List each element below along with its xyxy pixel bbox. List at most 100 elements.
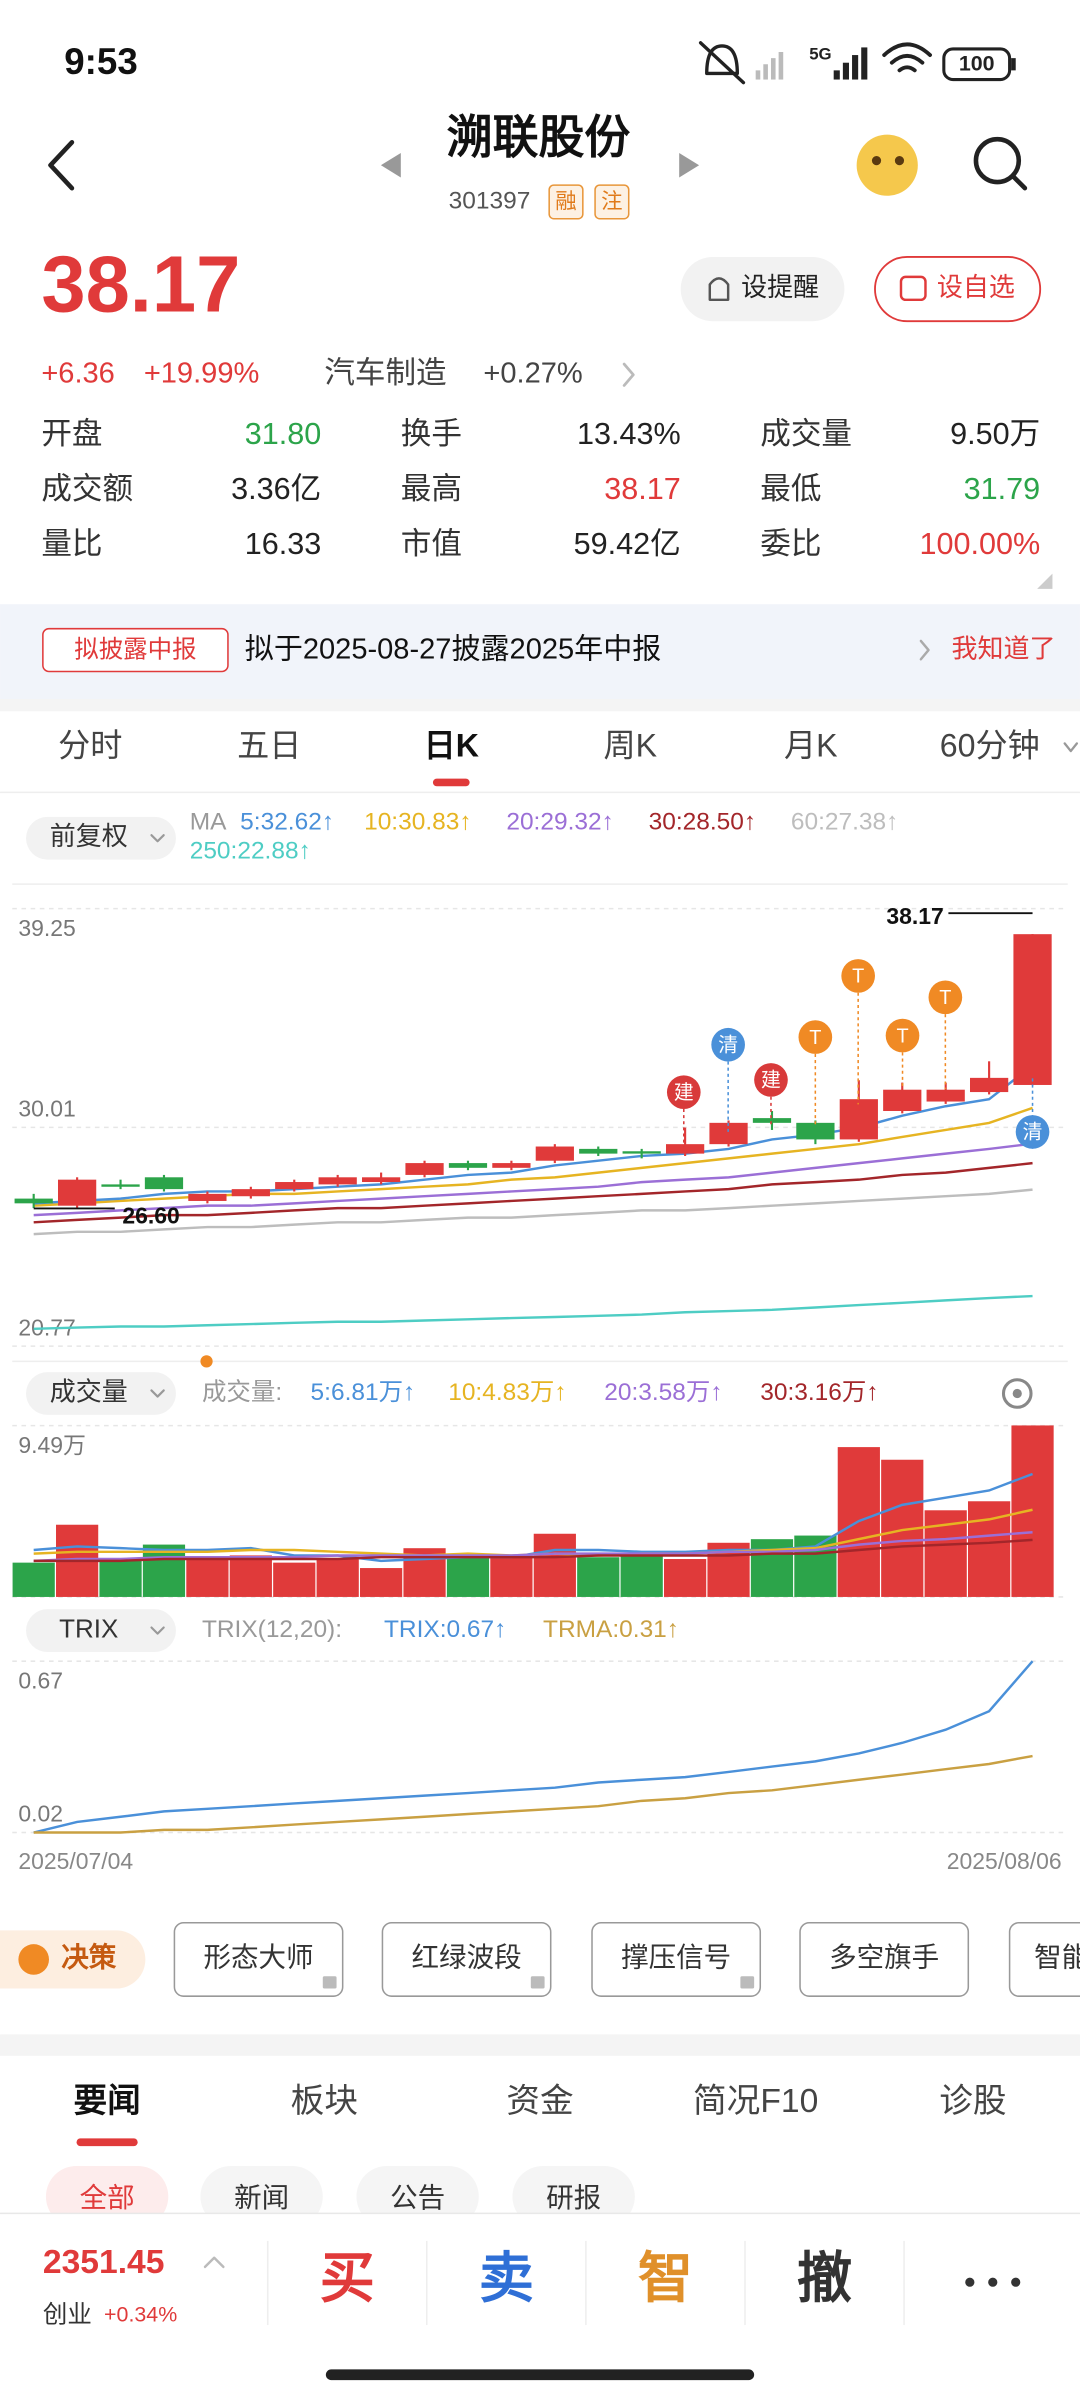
stat-label: 量比 <box>41 527 102 561</box>
candle-body <box>622 1151 661 1154</box>
signal-bar <box>778 52 784 80</box>
notice-action[interactable]: 我知道了 <box>951 634 1055 664</box>
signal-bar <box>833 70 840 80</box>
signal-bar <box>770 58 776 80</box>
index-pct: +0.34% <box>104 2303 177 2327</box>
alert-button[interactable] <box>680 256 845 322</box>
status-time: 9:53 <box>64 41 137 82</box>
volume-selector[interactable] <box>26 1372 176 1415</box>
watchlist-button[interactable] <box>874 256 1042 323</box>
candle-body <box>448 1163 488 1168</box>
tool-button[interactable] <box>173 1921 344 1997</box>
decision-label: 决策 <box>61 1942 117 1973</box>
stat-value: 38.17 <box>604 472 681 506</box>
candle-body <box>361 1177 401 1183</box>
tool-button[interactable] <box>381 1921 552 1997</box>
expand-corner <box>1037 573 1053 589</box>
prev-stock[interactable] <box>380 152 401 178</box>
ma-line <box>33 1161 1033 1224</box>
period-tab[interactable]: 日K <box>424 727 479 763</box>
network-label: 5G <box>809 45 831 64</box>
volume-legend-label: 成交量: <box>202 1378 282 1406</box>
period-tab[interactable]: 五日 <box>237 727 301 763</box>
candle-body <box>275 1182 314 1190</box>
candle-body <box>57 1179 97 1206</box>
signal-marker[interactable] <box>666 1075 701 1109</box>
candle-body <box>231 1189 270 1197</box>
tool-button[interactable] <box>799 1921 970 1997</box>
news-tab[interactable]: 简况F10 <box>693 2082 818 2120</box>
bottom-bar <box>0 2213 1080 2400</box>
news-filter[interactable] <box>200 2165 323 2228</box>
tool-button[interactable] <box>1008 1921 1080 1997</box>
sector[interactable]: 汽车制造 <box>324 356 446 390</box>
tool-button-text: 红绿波段 <box>412 1942 522 1973</box>
y-tick-label: 0.02 <box>18 1801 63 1827</box>
lock-icon <box>740 1976 755 1989</box>
period-tab[interactable]: 分时 <box>58 727 122 763</box>
signal-bar <box>842 62 849 80</box>
trade-action[interactable]: 撤 <box>797 2247 852 2309</box>
watchlist-icon <box>899 275 927 302</box>
y-tick-label: 39.25 <box>18 915 75 941</box>
news-tab[interactable]: 板块 <box>291 2082 358 2120</box>
mascot[interactable] <box>856 134 918 196</box>
trade-action[interactable]: 卖 <box>479 2247 534 2309</box>
adjust-selector[interactable] <box>26 816 176 860</box>
volume-bar <box>316 1559 359 1597</box>
more-dot <box>965 2277 975 2287</box>
settings-icon[interactable] <box>1001 1378 1033 1409</box>
y-tick-label: 9.49万 <box>18 1432 86 1458</box>
candle-body <box>969 1077 1009 1093</box>
volume-bar <box>360 1568 403 1597</box>
news-tab[interactable]: 要闻 <box>73 2082 140 2120</box>
news-filter[interactable] <box>45 2165 169 2228</box>
volume-bar <box>99 1560 142 1597</box>
change-pct: +19.99% <box>144 357 259 389</box>
signal-marker-text: 清 <box>1023 1122 1043 1144</box>
indicator-selector[interactable] <box>26 1609 176 1653</box>
volume-ma-legend: 20:3.58万↑ <box>604 1379 722 1406</box>
tool-button-text: 形态大师 <box>204 1942 314 1973</box>
tool-button[interactable] <box>591 1921 762 1997</box>
news-filter[interactable] <box>356 2165 479 2228</box>
lock-icon <box>322 1976 337 1989</box>
wifi-icon <box>882 42 932 73</box>
volume-bar <box>446 1555 490 1597</box>
sector-pct: +0.27% <box>483 357 582 389</box>
signal-bar <box>763 64 768 80</box>
next-stock[interactable] <box>679 152 700 178</box>
news-tab[interactable]: 诊股 <box>939 2082 1006 2120</box>
news-tab[interactable]: 资金 <box>506 2082 573 2120</box>
news-filter[interactable] <box>512 2165 635 2228</box>
volume-ma-line <box>33 1538 1033 1563</box>
period-tab[interactable]: 周K <box>603 727 657 763</box>
stat-value: 100.00% <box>919 527 1040 561</box>
volume-bar <box>664 1559 707 1597</box>
search-icon[interactable] <box>973 136 1022 185</box>
signal-marker[interactable] <box>798 1020 833 1054</box>
ma-label: MA <box>190 808 227 835</box>
signal-marker[interactable] <box>754 1063 788 1097</box>
candle-body <box>101 1184 140 1187</box>
signal-marker[interactable] <box>1015 1115 1050 1149</box>
signal-marker[interactable] <box>841 959 875 993</box>
stat-value: 9.50万 <box>950 417 1040 451</box>
trade-action[interactable]: 买 <box>320 2247 375 2309</box>
period-tab[interactable]: 60分钟 <box>940 727 1040 763</box>
ma-legend: 250:22.88↑ <box>190 837 311 864</box>
index-value: 2351.45 <box>43 2244 165 2281</box>
volume-bar <box>186 1557 229 1597</box>
signal-marker[interactable] <box>711 1027 745 1062</box>
signal-marker[interactable] <box>885 1018 920 1053</box>
volume-bar <box>229 1555 272 1597</box>
signal-marker[interactable] <box>928 980 963 1015</box>
mascot-eye <box>871 156 882 166</box>
period-tab[interactable]: 月K <box>784 727 838 763</box>
stat-label: 最低 <box>760 472 821 506</box>
stat-value: 59.42亿 <box>574 527 681 561</box>
trade-action[interactable]: 智 <box>638 2247 693 2309</box>
ma-line <box>33 1188 1033 1236</box>
tool-button-text: 智能 <box>1034 1942 1080 1973</box>
